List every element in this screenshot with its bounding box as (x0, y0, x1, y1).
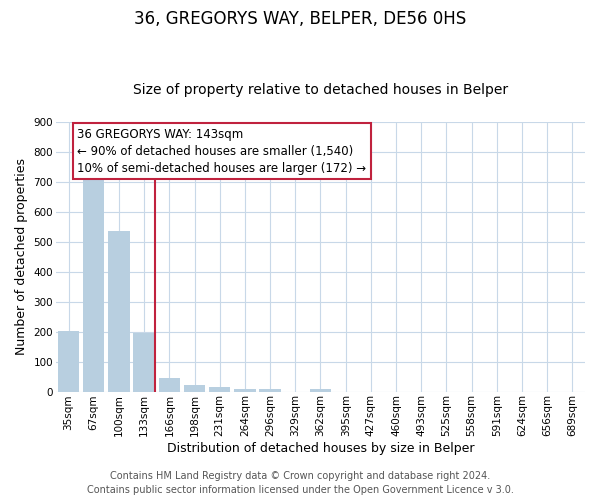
Bar (108, 230, 130, 392)
Text: Contains HM Land Registry data © Crown copyright and database right 2024.
Contai: Contains HM Land Registry data © Crown c… (86, 471, 514, 495)
X-axis label: Distribution of detached houses by size in Belper: Distribution of detached houses by size … (167, 442, 474, 455)
Bar (209, 388, 230, 392)
Bar (133, 333, 155, 392)
Text: 36 GREGORYS WAY: 143sqm
← 90% of detached houses are smaller (1,540)
10% of semi: 36 GREGORYS WAY: 143sqm ← 90% of detache… (77, 128, 367, 175)
Bar (234, 388, 256, 392)
Bar (184, 385, 205, 392)
Y-axis label: Number of detached properties: Number of detached properties (15, 158, 28, 355)
Text: 36, GREGORYS WAY, BELPER, DE56 0HS: 36, GREGORYS WAY, BELPER, DE56 0HS (134, 10, 466, 28)
Bar (310, 389, 331, 392)
Bar (259, 389, 281, 392)
Bar (158, 378, 180, 392)
Bar (58, 330, 79, 392)
Title: Size of property relative to detached houses in Belper: Size of property relative to detached ho… (133, 83, 508, 97)
Bar (83, 178, 104, 392)
